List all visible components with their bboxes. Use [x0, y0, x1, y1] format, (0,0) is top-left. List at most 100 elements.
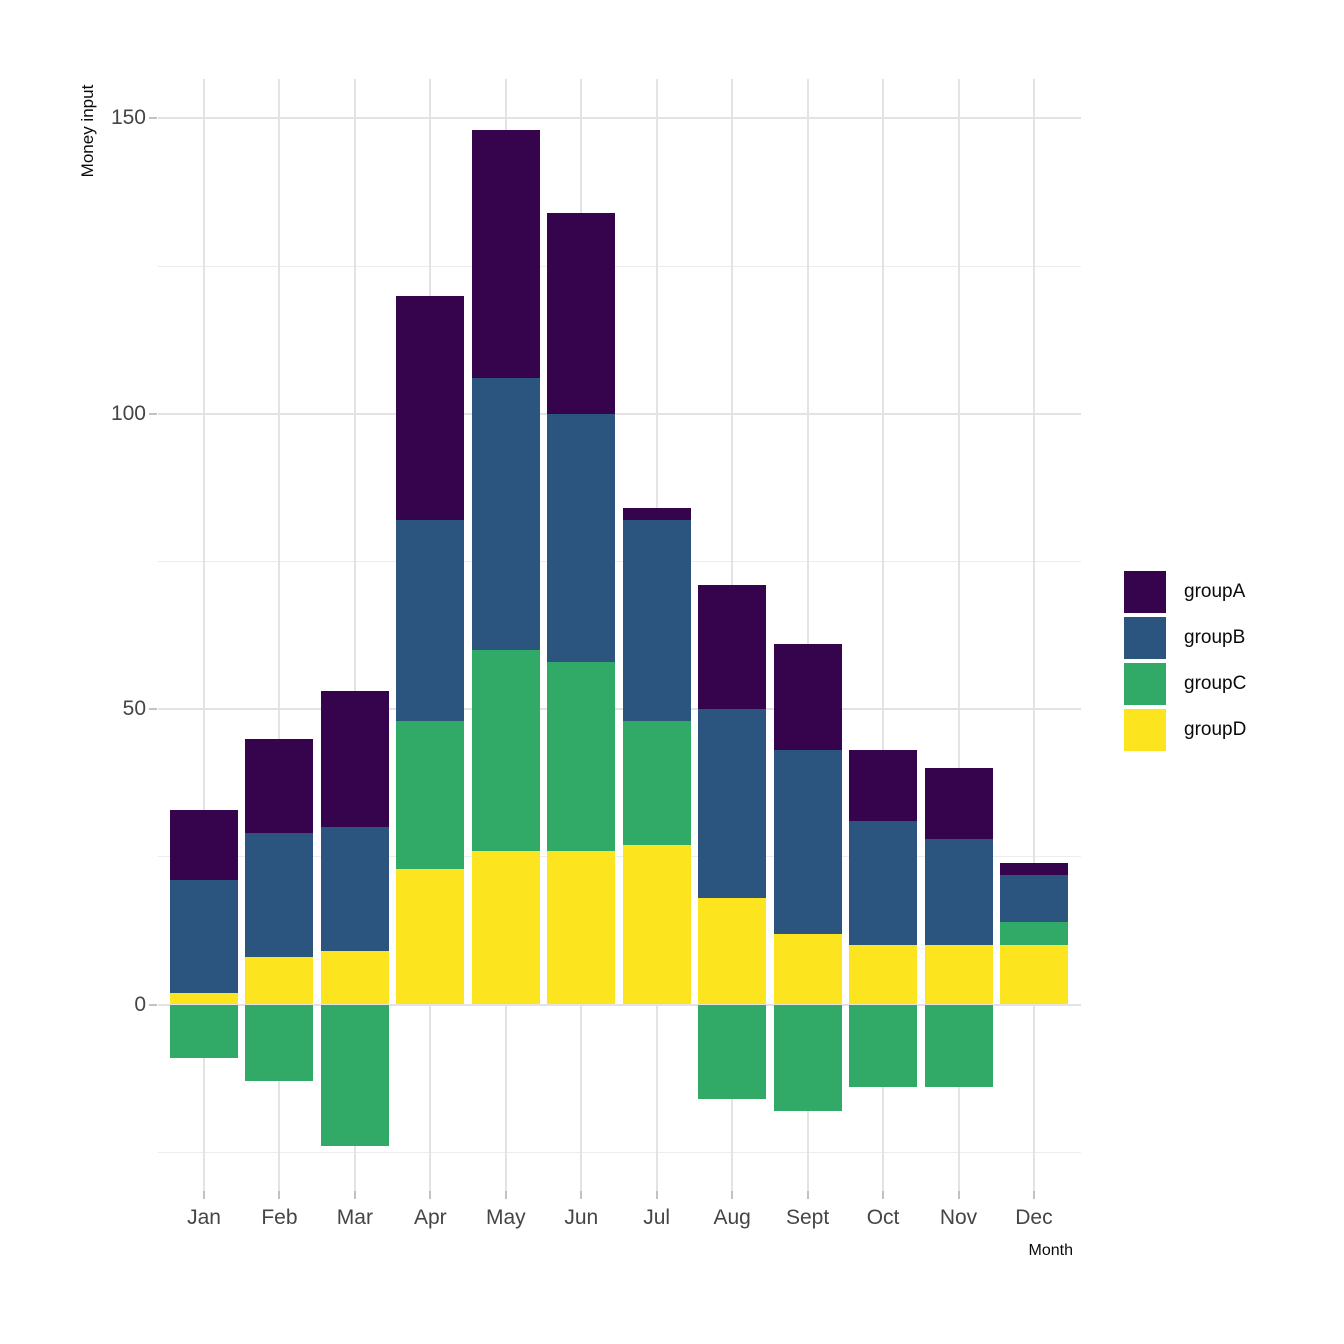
legend-item-groupB: groupB [1124, 617, 1284, 659]
y-tick-mark-0 [149, 1003, 157, 1006]
bar-segment-Aug-groupB [698, 709, 767, 899]
bar-segment-Apr-groupB [396, 520, 465, 721]
gridline-minor-y--25 [158, 1151, 1081, 1153]
gridline-minor-y-75 [158, 560, 1081, 562]
bar-segment-Feb-groupA [245, 738, 314, 834]
legend-label-groupC: groupC [1184, 673, 1247, 694]
x-tick-mark-Jul [655, 1191, 658, 1199]
x-tick-label-Mar: Mar [336, 1206, 373, 1229]
bar-segment-Apr-groupC [396, 720, 465, 869]
bar-segment-Jul-groupD [622, 844, 691, 1005]
x-tick-mark-Oct [882, 1191, 885, 1199]
x-tick-label-Dec: Dec [1015, 1206, 1053, 1229]
x-tick-mark-May [504, 1191, 507, 1199]
y-tick-mark-150 [149, 117, 157, 120]
legend-swatch-groupA [1124, 571, 1166, 613]
bar-segment-Dec-groupA [999, 862, 1068, 875]
y-tick-label-0: 0 [134, 992, 146, 1016]
bar-segment-Aug-groupC [698, 1004, 767, 1100]
bar-segment-Jun-groupD [547, 850, 616, 1005]
bar-segment-Mar-groupD [320, 951, 389, 1005]
gridline-x-Feb [278, 79, 281, 1191]
bar-segment-Jul-groupA [622, 508, 691, 521]
legend-item-groupA: groupA [1124, 571, 1284, 613]
x-tick-label-Jan: Jan [187, 1206, 221, 1229]
bar-segment-Nov-groupD [924, 945, 993, 1005]
plot-panel [158, 79, 1081, 1191]
x-tick-label-May: May [485, 1206, 526, 1229]
bar-segment-Dec-groupB [999, 874, 1068, 922]
x-tick-mark-Feb [278, 1191, 281, 1199]
y-tick-mark-50 [149, 708, 157, 711]
legend-swatch-groupC [1124, 663, 1166, 705]
gridline-minor-y-25 [158, 856, 1081, 858]
x-tick-label-Aug: Aug [713, 1206, 751, 1229]
gridline-major-y-50 [158, 708, 1081, 711]
x-tick-label-Nov: Nov [939, 1206, 978, 1229]
x-tick-mark-Jun [580, 1191, 583, 1199]
gridline-x-Jan [203, 79, 205, 1191]
bar-segment-Oct-groupD [849, 945, 918, 1005]
bar-segment-May-groupA [471, 130, 540, 379]
bar-segment-Feb-groupD [245, 957, 314, 1005]
bar-segment-Aug-groupA [698, 585, 767, 710]
gridline-x-Dec [1032, 79, 1035, 1191]
bar-segment-Sept-groupD [773, 933, 842, 1005]
bar-segment-Sept-groupB [773, 750, 842, 934]
legend-swatch-groupB [1124, 617, 1166, 659]
legend-label-groupD: groupD [1184, 719, 1247, 740]
x-tick-mark-Jan [203, 1191, 205, 1199]
x-tick-label-Jul: Jul [643, 1206, 671, 1229]
bar-segment-Jul-groupC [622, 720, 691, 845]
gridline-x-Sept [806, 79, 809, 1191]
bar-segment-Mar-groupB [320, 827, 389, 952]
bar-segment-Jan-groupD [170, 992, 238, 1005]
bar-segment-Jun-groupA [547, 212, 616, 414]
bar-segment-Feb-groupC [245, 1004, 314, 1082]
bar-segment-Jul-groupB [622, 520, 691, 721]
x-tick-mark-Nov [957, 1191, 960, 1199]
legend-item-groupC: groupC [1124, 663, 1284, 705]
legend-swatch-groupD [1124, 709, 1166, 751]
gridline-x-Mar [353, 79, 356, 1191]
x-tick-label-Feb: Feb [261, 1206, 298, 1229]
bar-segment-May-groupD [471, 850, 540, 1005]
gridline-minor-y-125 [158, 265, 1081, 267]
bar-segment-Oct-groupA [849, 750, 918, 822]
bar-segment-Aug-groupD [698, 898, 767, 1005]
x-tick-mark-Dec [1032, 1191, 1035, 1199]
bar-segment-Mar-groupA [320, 691, 389, 828]
gridline-major-y-150 [158, 117, 1081, 120]
x-tick-mark-Sept [806, 1191, 809, 1199]
x-axis-title: Month [1028, 1242, 1073, 1259]
bar-segment-Sept-groupA [773, 644, 842, 751]
x-tick-label-Apr: Apr [414, 1206, 447, 1229]
x-tick-label-Sept: Sept [785, 1206, 830, 1229]
bar-segment-Nov-groupB [924, 839, 993, 946]
gridline-x-Oct [882, 79, 885, 1191]
legend-item-groupD: groupD [1124, 709, 1284, 751]
gridline-major-y-0 [158, 1003, 1081, 1006]
bar-segment-Jun-groupC [547, 661, 616, 851]
bar-segment-Jan-groupC [170, 1004, 238, 1058]
legend-label-groupA: groupA [1184, 581, 1246, 602]
y-tick-label-100: 100 [110, 401, 146, 425]
y-tick-label-150: 150 [110, 106, 146, 130]
bar-segment-Sept-groupC [773, 1004, 842, 1111]
bar-segment-Jan-groupA [170, 809, 238, 881]
bar-segment-Oct-groupB [849, 821, 918, 946]
gridline-major-y-100 [158, 412, 1081, 415]
x-tick-mark-Apr [429, 1191, 432, 1199]
bar-segment-Feb-groupB [245, 833, 314, 958]
bar-segment-Mar-groupC [320, 1004, 389, 1147]
bar-segment-Apr-groupD [396, 868, 465, 1005]
bar-segment-Nov-groupA [924, 768, 993, 840]
bar-segment-Jan-groupB [170, 880, 238, 993]
x-tick-label-Jun: Jun [564, 1206, 599, 1229]
bar-segment-Nov-groupC [924, 1004, 993, 1088]
legend-label-groupB: groupB [1184, 627, 1246, 648]
bar-segment-May-groupC [471, 650, 540, 851]
bar-segment-Dec-groupD [999, 945, 1068, 1005]
bar-segment-May-groupB [471, 378, 540, 651]
